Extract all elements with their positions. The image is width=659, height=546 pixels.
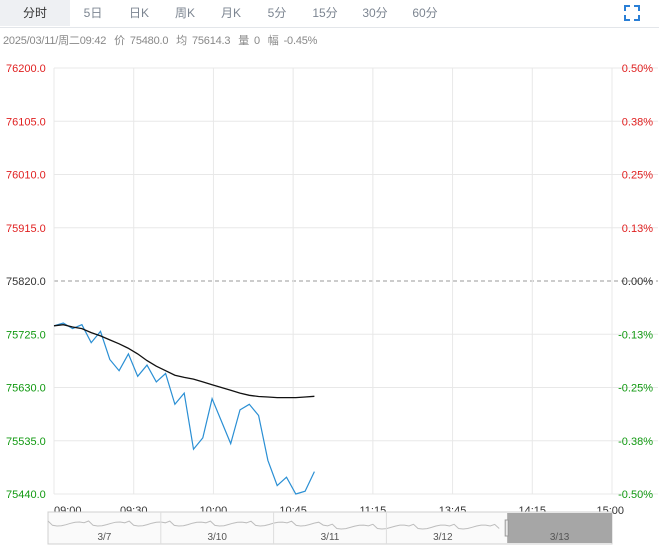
navigator-date-label: 3/13 bbox=[550, 532, 570, 543]
info-volume-label: 量 bbox=[238, 35, 249, 47]
navigator-date-label: 3/10 bbox=[207, 532, 227, 543]
y-tick-label-left: 76200.0 bbox=[6, 63, 46, 75]
info-change-label: 幅 bbox=[267, 35, 279, 47]
info-volume: 0 bbox=[254, 35, 260, 47]
y-tick-label-right: 0.13% bbox=[622, 223, 653, 235]
navigator-selection[interactable] bbox=[507, 513, 612, 543]
tab-60min[interactable]: 60分 bbox=[412, 6, 438, 20]
y-tick-label-right: -0.13% bbox=[618, 329, 653, 341]
tab-30min[interactable]: 30分 bbox=[362, 6, 388, 20]
tab-weekly-k[interactable]: 周K bbox=[174, 6, 195, 20]
tab-5day[interactable]: 5日 bbox=[83, 6, 103, 20]
y-tick-label-right: -0.38% bbox=[618, 436, 653, 448]
tab-monthly-k[interactable]: 月K bbox=[220, 6, 241, 20]
info-datetime: 2025/03/11/周二09:42 bbox=[3, 35, 107, 47]
y-tick-label-right: 0.50% bbox=[622, 63, 653, 75]
y-tick-label-right: 0.38% bbox=[622, 116, 653, 128]
price-line bbox=[53, 322, 315, 495]
y-tick-label-right: 0.00% bbox=[622, 276, 653, 288]
tab-15min[interactable]: 15分 bbox=[312, 6, 338, 20]
expand-icon[interactable] bbox=[623, 4, 641, 22]
y-tick-label-right: -0.25% bbox=[618, 383, 653, 395]
y-tick-label-left: 75915.0 bbox=[6, 223, 46, 235]
avg-line bbox=[53, 324, 315, 399]
y-tick-label-left: 75820.0 bbox=[6, 276, 46, 288]
y-tick-label-left: 76010.0 bbox=[6, 170, 46, 182]
chart-period-tabs: 分时 5日 日K 周K 月K 5分 15分 30分 60分 bbox=[0, 0, 659, 28]
tab-5min[interactable]: 5分 bbox=[267, 6, 287, 20]
y-tick-label-left: 75535.0 bbox=[6, 436, 46, 448]
y-tick-label-left: 76105.0 bbox=[6, 116, 46, 128]
y-tick-label-left: 75440.0 bbox=[6, 489, 46, 501]
y-tick-label-left: 75630.0 bbox=[6, 383, 46, 395]
tab-daily-k[interactable]: 日K bbox=[128, 6, 149, 20]
intraday-chart[interactable]: 76200.0 0.50% 76105.0 0.38% 76010.0 0.25% 7591… bbox=[0, 52, 659, 546]
info-avg-label: 均 bbox=[176, 35, 187, 47]
navigator-handle[interactable] bbox=[504, 519, 509, 537]
info-change: -0.45% bbox=[283, 35, 318, 47]
tab-intraday[interactable]: 分时 bbox=[0, 0, 70, 26]
info-price: 75480.0 bbox=[129, 35, 169, 47]
y-tick-label-left: 75725.0 bbox=[6, 329, 46, 341]
navigator-date-label: 3/11 bbox=[321, 532, 340, 543]
navigator-date-label: 3/7 bbox=[97, 532, 111, 543]
info-price-label: 价 bbox=[114, 35, 125, 47]
info-avg: 75614.3 bbox=[191, 35, 231, 47]
y-tick-label-right: 0.25% bbox=[622, 170, 653, 182]
y-tick-label-right: -0.50% bbox=[618, 489, 653, 501]
navigator-date-label: 3/12 bbox=[433, 532, 453, 543]
